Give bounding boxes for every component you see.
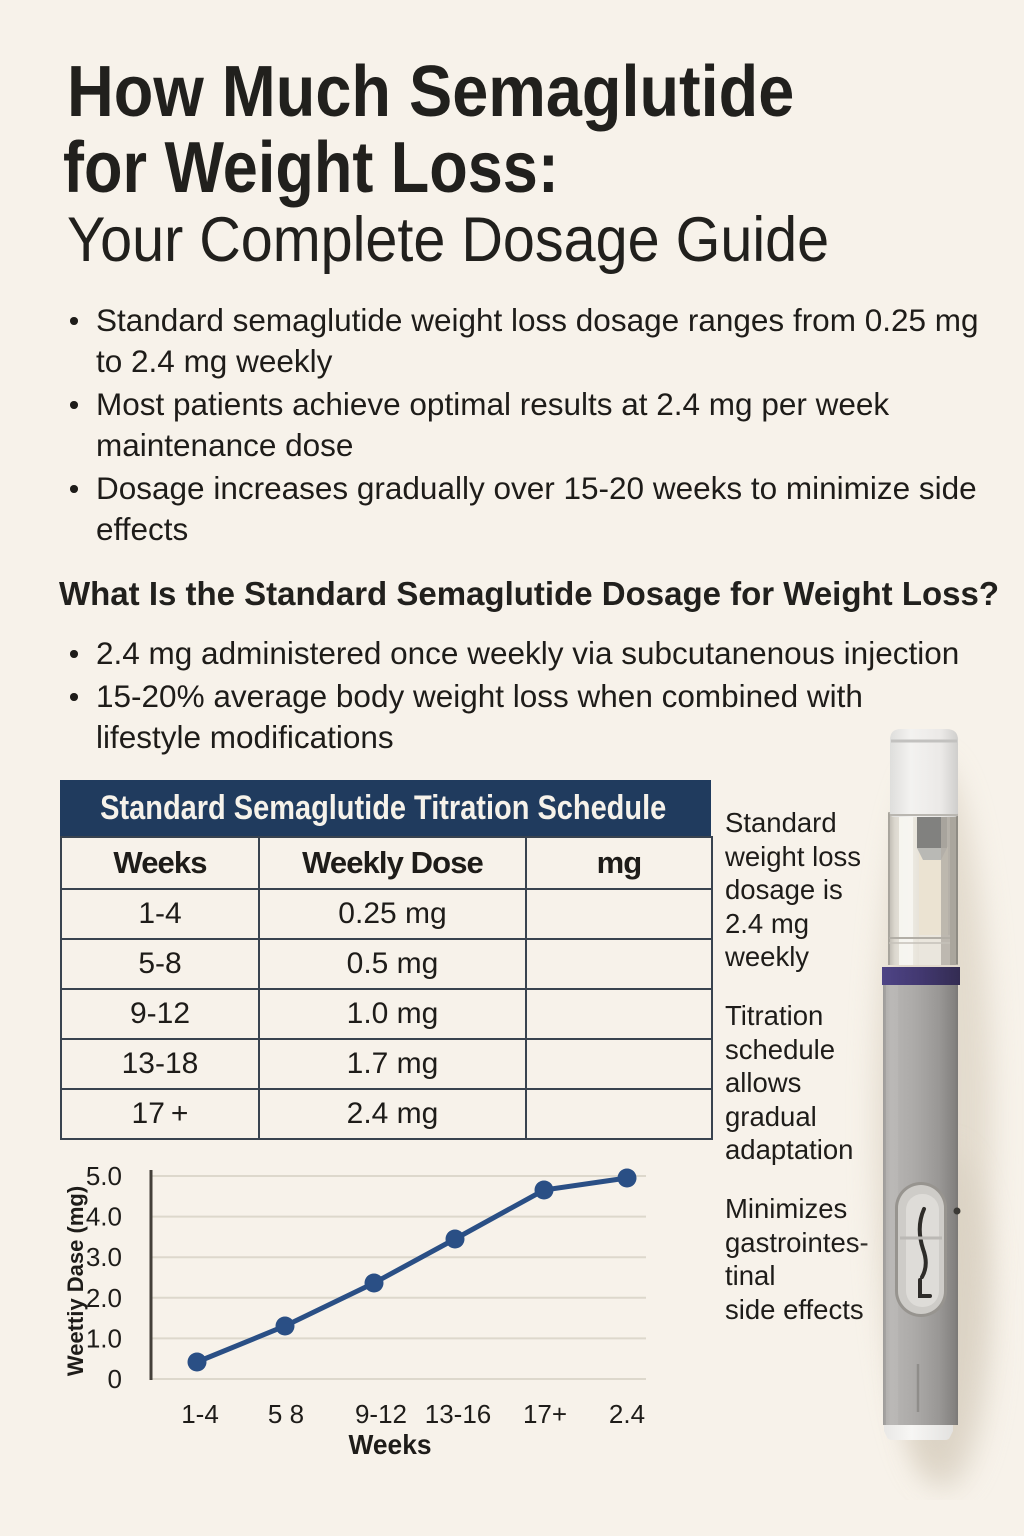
svg-text:Weeks: Weeks bbox=[349, 1429, 432, 1460]
svg-text:3.0: 3.0 bbox=[86, 1242, 122, 1272]
svg-text:4.0: 4.0 bbox=[86, 1202, 122, 1232]
svg-text:5.0: 5.0 bbox=[86, 1161, 122, 1191]
svg-text:13-16: 13-16 bbox=[425, 1399, 492, 1429]
svg-text:17+: 17+ bbox=[523, 1399, 567, 1429]
svg-text:Weettiy Dase (mg): Weettiy Dase (mg) bbox=[63, 1186, 88, 1376]
svg-text:5 8: 5 8 bbox=[268, 1399, 304, 1429]
svg-text:9-12: 9-12 bbox=[355, 1399, 407, 1429]
svg-text:0: 0 bbox=[108, 1364, 122, 1394]
svg-text:1-4: 1-4 bbox=[181, 1399, 219, 1429]
svg-text:2.0: 2.0 bbox=[86, 1283, 122, 1313]
svg-text:2.4: 2.4 bbox=[609, 1399, 645, 1429]
svg-text:1.0: 1.0 bbox=[86, 1323, 122, 1353]
